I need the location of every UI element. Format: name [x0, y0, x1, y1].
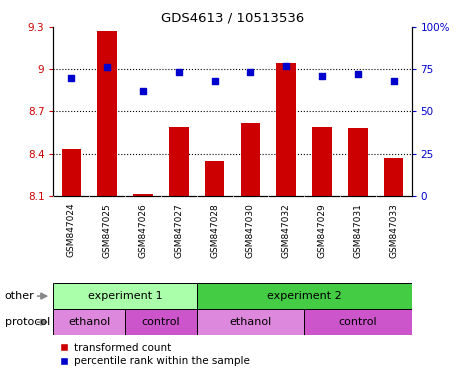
Text: GSM847027: GSM847027 [174, 203, 183, 258]
Bar [197, 309, 304, 335]
Text: GSM847024: GSM847024 [67, 203, 76, 257]
Title: GDS4613 / 10513536: GDS4613 / 10513536 [161, 11, 304, 24]
Text: GSM847030: GSM847030 [246, 203, 255, 258]
Text: ethanol: ethanol [68, 317, 110, 327]
Text: GSM847026: GSM847026 [139, 203, 147, 258]
Text: GSM847025: GSM847025 [103, 203, 112, 258]
Bar [169, 127, 189, 196]
Point [282, 63, 290, 69]
Text: GSM847031: GSM847031 [353, 203, 362, 258]
Bar [61, 149, 81, 196]
Text: experiment 2: experiment 2 [267, 291, 341, 301]
Bar [97, 31, 117, 196]
Bar [304, 309, 412, 335]
Bar [125, 309, 197, 335]
Bar [197, 283, 412, 309]
Text: GSM847032: GSM847032 [282, 203, 291, 258]
Text: experiment 1: experiment 1 [88, 291, 162, 301]
Bar [53, 309, 125, 335]
Point [354, 71, 361, 77]
Bar [240, 122, 260, 196]
Bar [53, 283, 197, 309]
Text: GSM847033: GSM847033 [389, 203, 398, 258]
Bar [312, 127, 332, 196]
Bar [133, 194, 153, 196]
Bar [276, 63, 296, 196]
Bar [348, 128, 368, 196]
Bar [205, 161, 225, 196]
Legend: transformed count, percentile rank within the sample: transformed count, percentile rank withi… [59, 343, 250, 366]
Point [175, 70, 182, 76]
Point [103, 65, 111, 71]
Point [139, 88, 146, 94]
Text: other: other [5, 291, 34, 301]
Point [390, 78, 397, 84]
Text: protocol: protocol [5, 317, 50, 327]
Bar [384, 158, 404, 196]
Text: GSM847028: GSM847028 [210, 203, 219, 258]
Text: ethanol: ethanol [229, 317, 272, 327]
Text: control: control [339, 317, 377, 327]
Point [67, 74, 75, 81]
Text: control: control [141, 317, 180, 327]
Point [318, 73, 325, 79]
Text: GSM847029: GSM847029 [318, 203, 326, 258]
Point [246, 70, 254, 76]
Point [211, 78, 218, 84]
